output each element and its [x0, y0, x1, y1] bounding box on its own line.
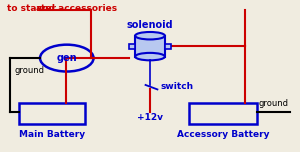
- Text: gen: gen: [56, 53, 77, 63]
- Text: ground: ground: [15, 66, 45, 74]
- Bar: [135, 36, 165, 57]
- Ellipse shape: [135, 53, 165, 60]
- Text: Accessory Battery: Accessory Battery: [177, 130, 269, 139]
- Text: to starter: to starter: [7, 4, 59, 13]
- Text: +12v: +12v: [137, 113, 163, 122]
- Ellipse shape: [135, 32, 165, 39]
- Text: Main Battery: Main Battery: [19, 130, 85, 139]
- Bar: [189, 103, 257, 124]
- Bar: [19, 103, 85, 124]
- Text: switch: switch: [160, 82, 194, 91]
- Bar: [165, 44, 171, 48]
- Text: ground: ground: [258, 99, 288, 108]
- Bar: [129, 44, 135, 48]
- Text: and accessories: and accessories: [36, 4, 117, 13]
- Text: solenoid: solenoid: [127, 20, 173, 30]
